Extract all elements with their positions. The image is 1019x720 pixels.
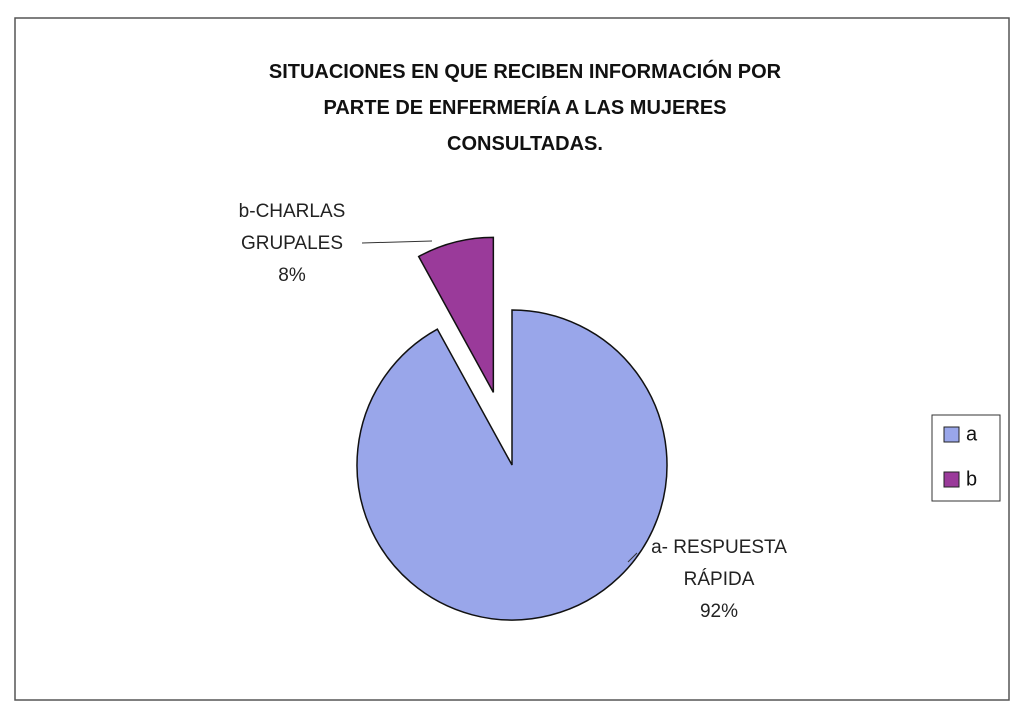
data-label: b-CHARLAS GRUPALES 8% <box>207 196 377 292</box>
legend-box <box>931 414 1001 502</box>
data-label-value: 8% <box>278 265 306 286</box>
leader-line <box>627 552 638 563</box>
chart-title: SITUACIONES EN QUE RECIBEN INFORMACIÓN P… <box>268 61 782 155</box>
leader-line <box>361 240 433 244</box>
pie-slice <box>417 236 495 393</box>
data-label-name: a- RESPUESTA RÁPIDA <box>651 537 787 590</box>
pie-slice <box>356 309 668 621</box>
legend-label: b <box>966 468 977 490</box>
data-label-value: 92% <box>699 601 739 622</box>
data-label-name: b-CHARLAS GRUPALES <box>238 201 346 254</box>
legend-label: a <box>966 423 978 445</box>
legend-swatch <box>943 471 960 488</box>
legend-swatch <box>943 426 960 443</box>
data-label: a- RESPUESTA RÁPIDA 92% <box>634 532 804 628</box>
